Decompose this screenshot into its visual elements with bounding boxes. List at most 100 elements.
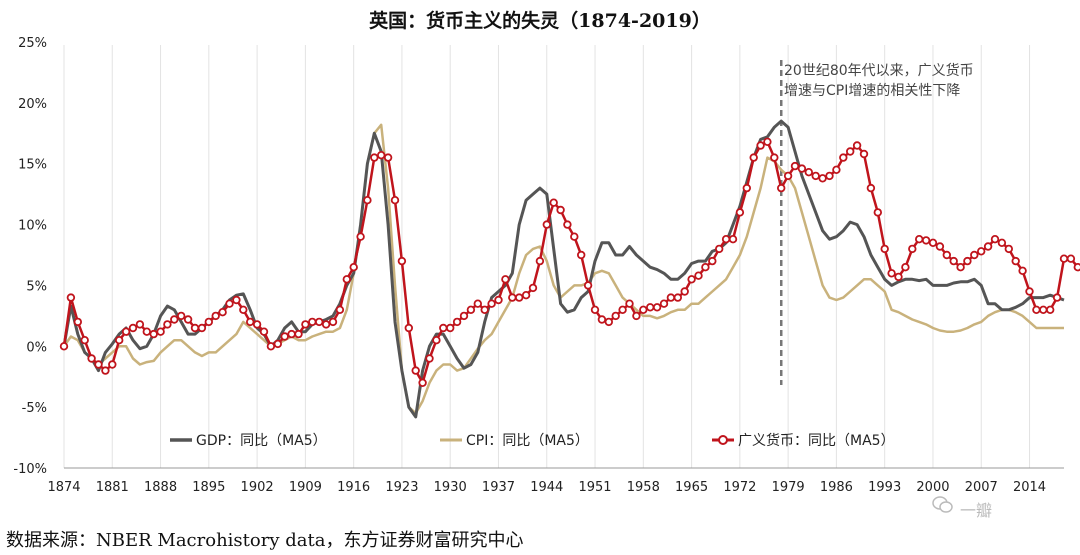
money-point <box>204 317 213 327</box>
money-point <box>280 332 289 341</box>
money-point <box>425 354 434 363</box>
x-tick-label: 2014 <box>1013 480 1046 495</box>
money-point <box>142 327 151 336</box>
money-point <box>935 242 945 251</box>
money-point <box>315 317 324 327</box>
money-point <box>590 305 600 314</box>
money-point <box>480 305 489 314</box>
x-tick-label: 2000 <box>916 480 949 495</box>
money-point <box>673 293 682 302</box>
money-point <box>239 305 248 314</box>
money-point <box>245 317 255 327</box>
money-point <box>418 378 427 387</box>
money-point <box>1025 287 1034 296</box>
money-point <box>508 293 517 302</box>
x-tick-label: 1888 <box>144 480 177 495</box>
money-point <box>570 232 579 241</box>
money-point <box>873 208 882 217</box>
money-point <box>915 234 924 244</box>
money-point <box>170 315 179 324</box>
money-point <box>197 323 207 333</box>
money-point <box>452 317 462 327</box>
money-point <box>749 153 758 162</box>
money-point <box>190 323 200 333</box>
money-point <box>1066 254 1076 263</box>
money-point <box>797 164 807 173</box>
legend-marker-money <box>718 435 728 445</box>
money-point <box>66 293 76 302</box>
money-point <box>535 256 545 266</box>
legend-label-gdp: GDP：同比（MA5） <box>196 433 327 449</box>
money-point <box>618 305 627 314</box>
y-tick-label: -5% <box>22 401 47 416</box>
money-point <box>708 256 717 266</box>
y-tick-label: 15% <box>18 158 47 173</box>
y-tick-label: 20% <box>18 97 47 112</box>
series-line-gdp <box>62 119 1065 419</box>
money-point <box>770 153 779 162</box>
money-point <box>852 141 862 150</box>
money-point <box>901 263 910 272</box>
money-point <box>59 342 69 351</box>
money-point <box>487 299 496 308</box>
x-tick-label: 1972 <box>723 480 756 495</box>
money-point <box>839 153 848 162</box>
money-point <box>611 311 620 321</box>
money-point <box>880 244 889 254</box>
x-tick-label: 1916 <box>337 480 370 495</box>
money-point <box>432 336 441 345</box>
legend-layer: GDP：同比（MA5） CPI：同比（MA5） 广义货币：同比（MA5） <box>170 432 895 449</box>
axis-layer: 1874 1881 1888 1895 1902 1909 1916 1923 1930 1937… <box>13 36 1064 495</box>
money-point <box>742 183 751 193</box>
money-point <box>501 275 510 284</box>
money-point <box>983 242 993 251</box>
x-tick-label: 2007 <box>965 480 998 495</box>
money-point <box>73 317 82 327</box>
money-point <box>266 342 276 351</box>
money-point <box>680 287 689 296</box>
money-point <box>335 305 345 314</box>
money-point <box>832 165 841 174</box>
money-point <box>121 327 131 336</box>
money-point <box>625 299 634 308</box>
money-point <box>894 272 903 282</box>
watermark-text: 一瓣 <box>960 501 993 520</box>
x-tick-label: 1881 <box>96 480 129 495</box>
money-point <box>990 234 1000 244</box>
money-point <box>466 305 476 314</box>
money-point <box>756 141 765 150</box>
money-point <box>956 263 965 272</box>
money-point <box>252 320 262 329</box>
money-point <box>563 220 572 229</box>
money-point <box>273 339 282 349</box>
money-point <box>446 323 455 333</box>
money-point <box>556 205 565 215</box>
money-point <box>735 208 745 217</box>
money-point <box>963 256 972 266</box>
money-point <box>1073 263 1080 272</box>
money-point <box>377 150 386 160</box>
money-point <box>763 137 772 146</box>
money-point <box>176 311 186 321</box>
money-point <box>549 198 558 207</box>
money-point <box>728 234 738 244</box>
money-point <box>101 366 110 375</box>
series-line-money <box>62 140 1079 385</box>
source-note: 数据来源：NBER Macrohistory data，东方证券财富研究中心 <box>6 530 524 551</box>
money-point <box>87 354 96 363</box>
money-point <box>887 269 896 278</box>
money-point <box>825 171 834 181</box>
money-point <box>1011 256 1020 266</box>
money-point <box>515 293 524 302</box>
money-point <box>715 244 724 254</box>
money-point <box>459 311 469 321</box>
money-point <box>908 244 917 254</box>
money-point <box>811 171 820 181</box>
money-point <box>921 236 931 245</box>
money-point <box>301 320 310 329</box>
y-tick-label: -10% <box>13 462 47 477</box>
money-point <box>949 256 958 266</box>
money-point <box>701 263 710 272</box>
money-point <box>639 305 648 314</box>
